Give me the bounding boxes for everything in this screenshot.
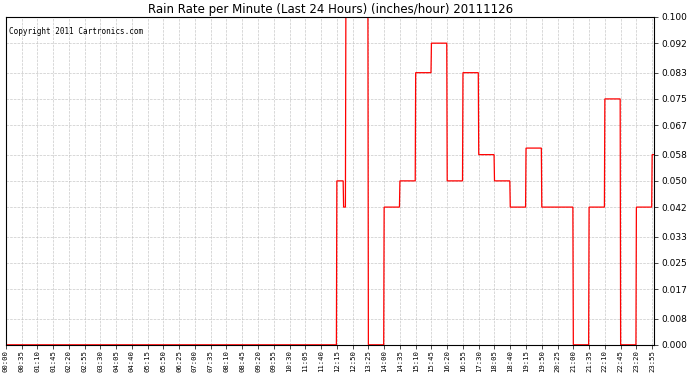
Text: Copyright 2011 Cartronics.com: Copyright 2011 Cartronics.com <box>9 27 143 36</box>
Title: Rain Rate per Minute (Last 24 Hours) (inches/hour) 20111126: Rain Rate per Minute (Last 24 Hours) (in… <box>148 3 513 16</box>
